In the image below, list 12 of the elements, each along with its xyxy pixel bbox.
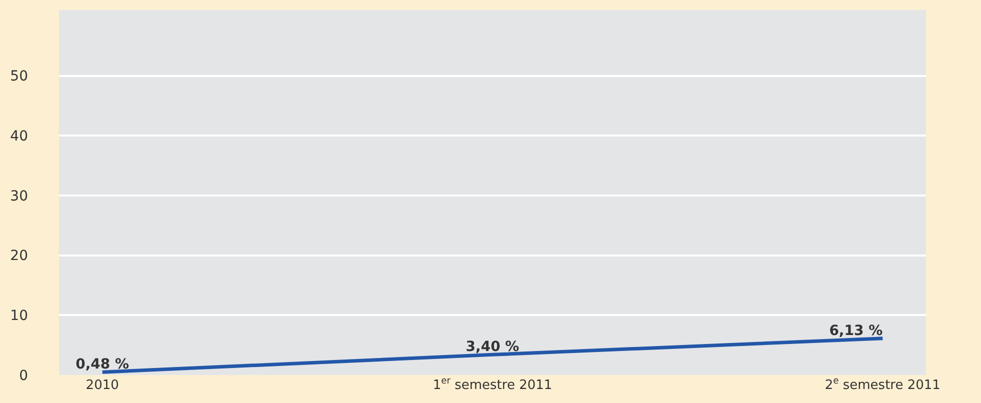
data-label: 6,13 % [829,322,883,339]
data-label: 3,40 % [466,339,520,356]
y-tick-label: 30 [10,188,28,204]
x-tick-label: 2$^{e}$ semestre 2011 [824,376,940,393]
y-tick-label: 40 [10,128,28,145]
x-tick-label: 2010 [86,378,119,393]
y-tick-label: 0 [19,368,28,384]
x-tick-label: 1$^{er}$ semestre 2011 [432,376,552,393]
y-tick-label: 20 [10,248,28,264]
data-label: 0,48 % [76,356,130,373]
y-tick-label: 10 [10,308,28,324]
y-tick-label: 50 [10,68,28,85]
